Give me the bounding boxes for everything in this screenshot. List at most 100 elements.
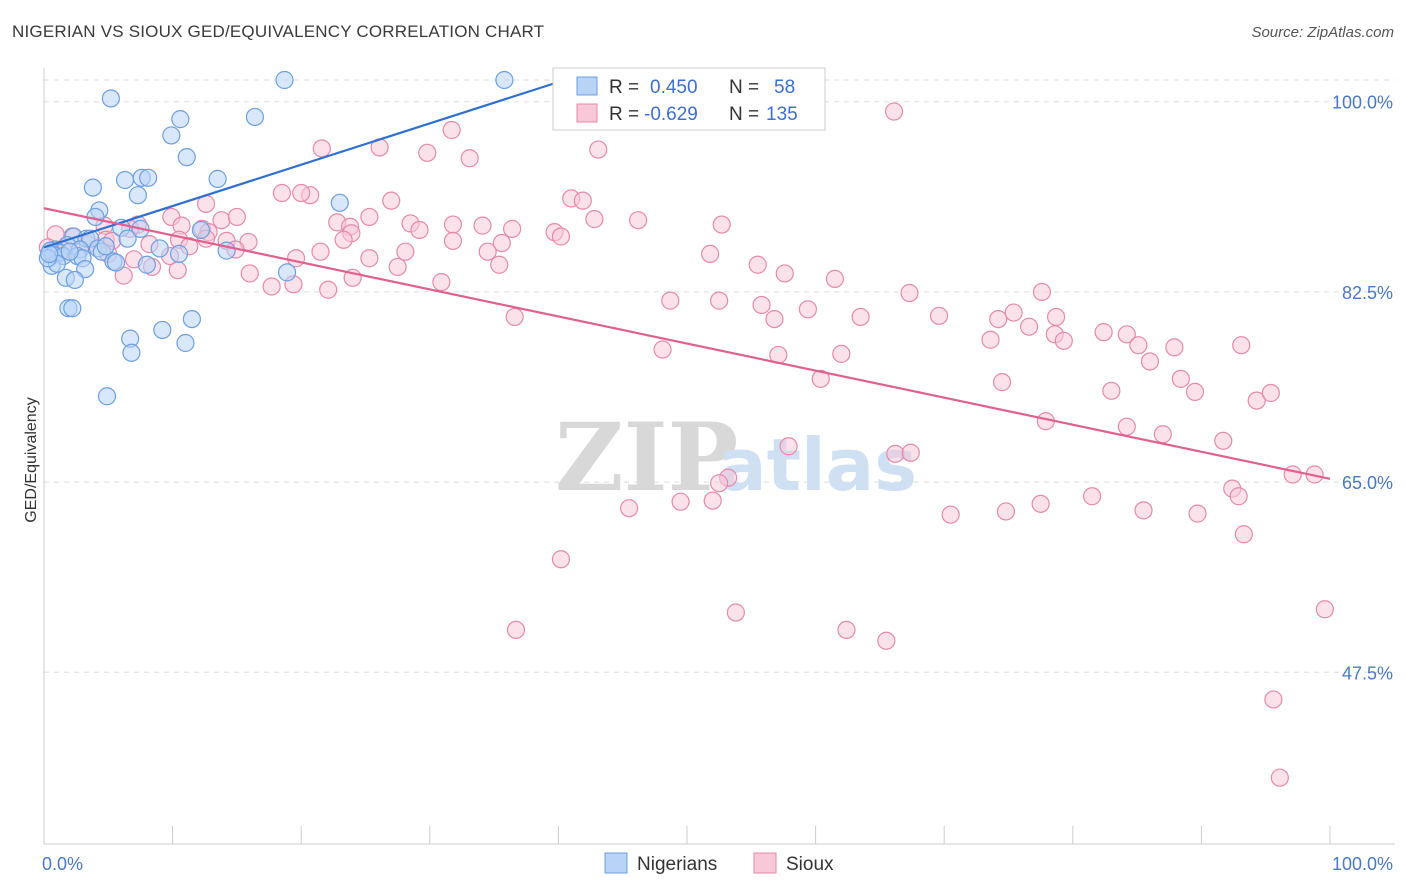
sioux-point-114 [886, 444, 905, 463]
nigerians-point-43 [182, 309, 201, 329]
sioux-point-88 [1019, 317, 1039, 336]
sioux-point-53 [396, 242, 415, 261]
sioux-point-104 [1185, 382, 1205, 402]
sioux-point-52 [311, 242, 330, 261]
sioux-point-70 [262, 277, 281, 296]
sioux-point-109 [1153, 425, 1172, 444]
sioux-point-123 [1082, 487, 1102, 506]
sioux-point-85 [1046, 307, 1066, 327]
nigerians-point-40 [277, 263, 297, 282]
sioux-point-131 [506, 620, 526, 640]
sioux-point-127 [1229, 487, 1248, 506]
y-axis-label: GED/Equivalency [23, 397, 40, 522]
nigerians-point-42 [63, 299, 82, 318]
sioux-point-3 [312, 139, 331, 158]
sioux-point-74 [775, 264, 794, 283]
nigerians-point-39 [65, 270, 84, 290]
sioux-point-99 [811, 369, 830, 388]
nigerians-point-45 [176, 333, 195, 353]
nigerians-point-57 [60, 242, 79, 261]
sioux-point-0 [884, 102, 904, 121]
sioux-point-76 [710, 291, 729, 310]
sioux-point-92 [1129, 336, 1148, 355]
sioux-point-115 [901, 443, 920, 462]
sioux-point-119 [710, 474, 729, 493]
sioux-point-110 [1214, 431, 1233, 450]
y-tick-label-2: 82.5% [1342, 283, 1393, 303]
sioux-point-9 [292, 183, 311, 203]
sioux-point-102 [1102, 381, 1121, 400]
sioux-point-28 [503, 219, 522, 238]
sioux-point-86 [798, 300, 817, 319]
sioux-point-54 [478, 242, 497, 261]
nigerians-point-17 [191, 220, 210, 240]
sioux-point-82 [851, 307, 870, 327]
legend-r-label-2: R = [609, 104, 639, 125]
y-tick-labels: 47.5% 65.0% 82.5% 100.0% [1332, 93, 1393, 684]
nigerians-point-56 [96, 237, 115, 256]
sioux-point-105 [1247, 391, 1266, 410]
bottom-legend-label-nigerians: Nigerians [637, 854, 717, 875]
bottom-legend-label-sioux: Sioux [786, 854, 834, 875]
sioux-point-121 [996, 502, 1016, 521]
nigerians-point-10 [208, 169, 227, 188]
legend-swatch-nigerians [576, 76, 598, 96]
sioux-point-68 [240, 264, 259, 283]
sioux-point-91 [1117, 325, 1136, 344]
bottom-legend-swatch-nigerians [604, 852, 628, 874]
y-tick-label-1: 65.0% [1342, 473, 1393, 493]
nigerians-point-2 [101, 89, 120, 108]
sioux-point-132 [726, 603, 745, 622]
sioux-point-96 [981, 330, 1000, 349]
sioux-point-67 [168, 261, 187, 280]
nigerians-point-4 [245, 107, 265, 127]
sioux-point-13 [573, 191, 592, 210]
sioux-point-136 [1315, 600, 1334, 619]
sioux-point-7 [272, 183, 292, 203]
sioux-point-106 [1261, 383, 1280, 403]
sioux-point-35 [410, 220, 429, 240]
sioux-point-75 [825, 269, 844, 288]
sioux-point-139 [1004, 303, 1023, 322]
chart-title: NIGERIAN VS SIOUX GED/EQUIVALENCY CORREL… [12, 22, 545, 41]
legend-r-value-nigerians: 0.450 [650, 77, 698, 98]
nigerians-point-54 [137, 255, 156, 274]
nigerians-point-9 [139, 168, 158, 187]
sioux-point-26 [443, 215, 463, 234]
sioux-point-84 [989, 309, 1008, 329]
nigerians-point-1 [495, 70, 514, 90]
legend-n-label-2: N = [729, 104, 759, 125]
sioux-point-32 [712, 215, 731, 234]
series-legend: Nigerians Sioux [604, 852, 834, 875]
chart-source: Source: ZipAtlas.com [1251, 24, 1394, 41]
sioux-point-62 [388, 257, 407, 277]
sioux-point-101 [992, 373, 1012, 392]
sioux-point-94 [1165, 338, 1184, 357]
sioux-point-103 [1171, 369, 1190, 388]
nigerians-point-7 [115, 170, 135, 190]
legend-swatch-sioux [576, 103, 598, 123]
sioux-point-93 [1140, 352, 1160, 371]
sioux-point-55 [701, 244, 720, 263]
sioux-point-80 [661, 291, 680, 310]
stats-legend: R = 0.450 N = 58 R = -0.629 N = 135 [552, 67, 826, 131]
axes [43, 68, 1395, 845]
sioux-point-100 [832, 344, 851, 363]
nigerians-point-3 [171, 110, 190, 129]
nigerians-point-22 [118, 229, 137, 248]
sioux-point-1 [442, 120, 461, 140]
sioux-point-133 [837, 620, 856, 640]
sioux-point-97 [1054, 331, 1073, 350]
sioux-point-87 [765, 309, 784, 329]
nigerians-point-44 [153, 320, 172, 340]
legend-n-label-1: N = [729, 77, 759, 98]
nigerians-point-11 [83, 178, 102, 197]
sioux-point-77 [900, 283, 919, 303]
sioux-point-113 [779, 437, 798, 456]
sioux-point-44 [334, 230, 353, 249]
sioux-point-125 [1188, 504, 1207, 523]
sioux-point-61 [360, 249, 379, 268]
sioux-point-83 [929, 306, 949, 325]
nigerians-point-13 [330, 193, 349, 212]
